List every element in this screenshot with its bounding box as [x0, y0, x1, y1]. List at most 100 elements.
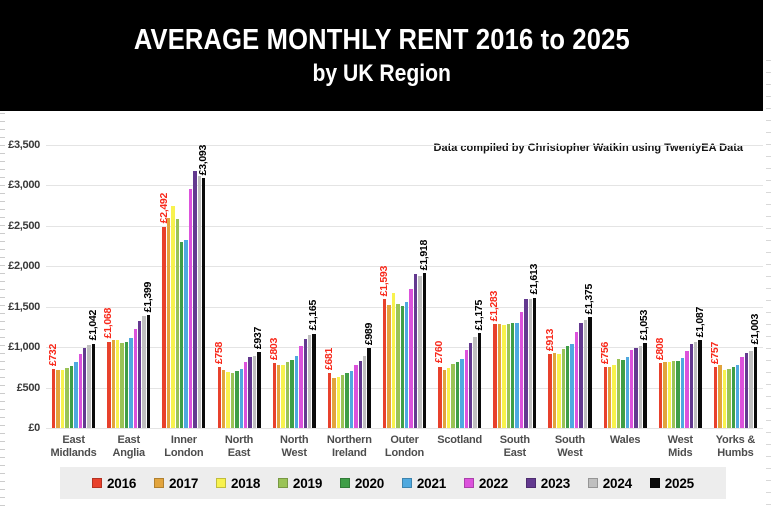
- bar-2024: [307, 335, 312, 428]
- y-axis-tick-label: £1,500: [8, 300, 40, 313]
- gridline: [46, 185, 763, 187]
- value-label-2016: £681: [323, 347, 336, 370]
- bar-2017: [332, 378, 336, 428]
- legend: 2016 2017 2018 2019 2020 2021 2022 2023 2024 2025: [60, 467, 726, 499]
- bar-2024: [694, 342, 698, 428]
- y-axis-tick-label: £3,500: [8, 139, 40, 151]
- bar-2016: [272, 363, 277, 428]
- bar-2020: [510, 323, 515, 428]
- bar-group-bars: [162, 171, 206, 428]
- legend-item-2025: 2025: [649, 475, 694, 491]
- bar-2023: [82, 348, 87, 428]
- bar-2018: [722, 370, 727, 428]
- bar-2017: [387, 305, 391, 428]
- legend-year-label: 2022: [478, 475, 509, 491]
- value-label-2016: £808: [653, 337, 666, 360]
- bar-2018: [116, 339, 120, 428]
- value-label-2025: £1,003: [748, 313, 761, 344]
- bar-2023: [689, 344, 693, 428]
- gridline: [46, 145, 763, 146]
- bar-2017: [608, 367, 612, 428]
- gridline: [46, 387, 763, 389]
- legend-color-swatch: [339, 478, 350, 488]
- bar-2018: [391, 293, 396, 428]
- x-axis-label-line: East: [227, 447, 251, 459]
- legend-item-2020: 2020: [339, 476, 384, 491]
- bar-2021: [460, 358, 464, 428]
- bar-2016: [52, 368, 56, 428]
- y-axis-tick-label: £3,000: [8, 179, 40, 192]
- bar-2025: [367, 348, 371, 428]
- legend-color-swatch: [463, 478, 474, 488]
- bar-2021: [184, 239, 188, 428]
- bar-group-bars: [107, 314, 151, 428]
- x-axis-label: Northern Ireland: [316, 434, 383, 460]
- bar-2020: [400, 305, 405, 428]
- bar-2023: [303, 338, 307, 428]
- bar-2019: [671, 361, 676, 428]
- value-label-2016: £803: [267, 337, 280, 361]
- bar-2023: [138, 321, 142, 428]
- bar-2023: [579, 322, 583, 428]
- value-label-2016: £1,068: [102, 308, 115, 339]
- legend-year-label: 2023: [540, 475, 571, 491]
- bar-group-bars: [382, 272, 427, 428]
- value-label-2016: £1,593: [378, 265, 391, 297]
- bar-group-bars: [217, 352, 261, 428]
- bar-group-bars: [713, 346, 757, 428]
- bar-2021: [735, 365, 740, 428]
- x-axis-label-line: London: [384, 447, 425, 459]
- bar-2020: [235, 371, 239, 428]
- gridline: [46, 225, 763, 227]
- bar-2022: [354, 364, 358, 428]
- legend-year-label: 2025: [664, 475, 694, 491]
- value-label-2025: £1,175: [472, 299, 485, 330]
- value-label-2016: £913: [543, 329, 556, 352]
- bar-2023: [358, 361, 363, 428]
- x-axis-label: North East: [205, 434, 272, 460]
- bar-2020: [69, 365, 74, 428]
- bar-2016: [713, 366, 718, 428]
- bar-2022: [78, 354, 82, 428]
- x-axis-label-line: Midlands: [50, 447, 97, 459]
- bar-group: £681 £989: [322, 0, 377, 428]
- bar-2019: [561, 349, 566, 428]
- bar-2021: [349, 371, 354, 428]
- x-axis-label-line: Scotland: [437, 434, 483, 446]
- legend-item-2024: 2024: [587, 476, 632, 491]
- legend-year-label: 2016: [107, 475, 137, 491]
- gridline: [46, 347, 763, 349]
- bar-2017: [277, 365, 281, 428]
- legend-item-2017: 2017: [153, 476, 198, 491]
- value-label-2016: £732: [47, 343, 60, 366]
- chart-title: AVERAGE MONTHLY RENT 2016 to 2025: [133, 23, 630, 56]
- bar-2024: [142, 315, 146, 428]
- bar-2025: [643, 342, 647, 428]
- bar-2018: [226, 372, 230, 428]
- bar-2023: [248, 357, 252, 428]
- bar-2019: [341, 375, 345, 428]
- x-axis-label: East Anglia: [95, 434, 162, 460]
- x-axis-label: Yorks & Humbs: [702, 434, 769, 460]
- bar-2025: [753, 346, 757, 428]
- bar-2023: [524, 298, 528, 428]
- bar-group-bars: [438, 333, 482, 428]
- bar-2023: [193, 171, 197, 428]
- legend-color-swatch: [525, 478, 536, 488]
- bar-2019: [451, 364, 455, 428]
- bar-2024: [749, 350, 753, 428]
- legend-color-swatch: [277, 478, 288, 488]
- value-label-2025: £1,375: [583, 283, 596, 314]
- bar-group-bars: [548, 316, 592, 428]
- bar-2019: [506, 324, 510, 428]
- x-axis-label-line: Outer: [390, 434, 419, 446]
- bar-2024: [197, 175, 202, 428]
- bar-2018: [557, 354, 561, 428]
- legend-year-label: 2021: [416, 475, 447, 491]
- value-label-2025: £1,918: [417, 239, 430, 270]
- bar-2021: [570, 343, 574, 428]
- x-axis-label-line: East: [62, 434, 85, 446]
- bar-2017: [111, 340, 116, 428]
- bar-group-bars: [658, 340, 702, 428]
- bar-2018: [281, 364, 285, 428]
